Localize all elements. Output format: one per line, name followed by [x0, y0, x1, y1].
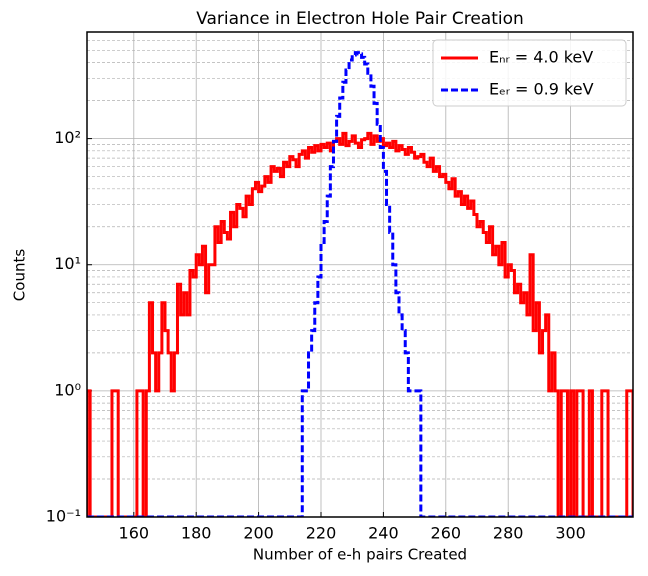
y-tick-label: 10² — [54, 128, 81, 147]
chart-title: Variance in Electron Hole Pair Creation — [196, 9, 524, 29]
x-tick-label: 220 — [306, 524, 337, 543]
x-axis-label: Number of e-h pairs Created — [253, 546, 467, 564]
y-tick-label: 10⁻¹ — [46, 507, 81, 526]
y-tick-label: 10¹ — [54, 254, 81, 273]
y-axis-label: Counts — [11, 249, 29, 302]
x-tick-label: 180 — [181, 524, 212, 543]
plot-frame — [86, 31, 634, 518]
x-tick-label: 200 — [243, 524, 274, 543]
x-tick-label: 280 — [493, 524, 524, 543]
x-tick-label: 260 — [431, 524, 462, 543]
histogram-step — [87, 51, 633, 517]
y-tick-label: 10⁰ — [54, 380, 81, 399]
histogram-step — [87, 131, 633, 517]
x-tick-label: 240 — [368, 524, 399, 543]
legend-box — [432, 39, 627, 107]
legend-label: Eₙᵣ = 4.0 keV — [489, 48, 593, 67]
x-tick-label: 300 — [555, 524, 586, 543]
x-tick-label: 160 — [119, 524, 150, 543]
legend-label: Eₑᵣ = 0.9 keV — [489, 80, 594, 99]
